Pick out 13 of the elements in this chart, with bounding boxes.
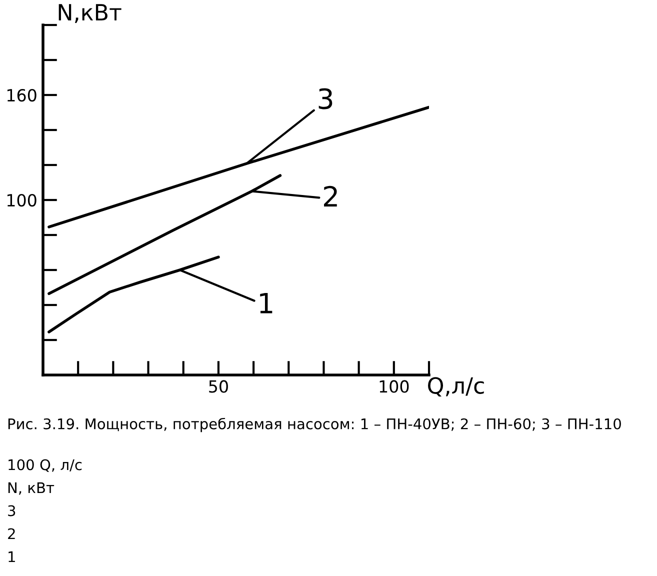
text: Рис. 3.19. Мощность, потребляемая насосом: 1 – ПН-40УВ; 2 – ПН-60; 3 – ПН-110: [8, 418, 621, 432]
y-axis-title: N,кВт: [58, 4, 122, 23]
y-tick-label: 160: [7, 88, 36, 102]
annotation: 1: [260, 292, 272, 314]
x-axis-title: Q,л/с: [428, 377, 484, 396]
text: 3: [8, 505, 16, 516]
text: 1: [8, 551, 15, 562]
x-tick-label: 50: [209, 380, 228, 393]
annotation: 3: [318, 88, 332, 110]
annotation: 2: [324, 186, 337, 206]
text: N, кВт: [8, 482, 54, 495]
text: 2: [8, 528, 15, 540]
text: 100 Q, л/с: [8, 459, 82, 472]
